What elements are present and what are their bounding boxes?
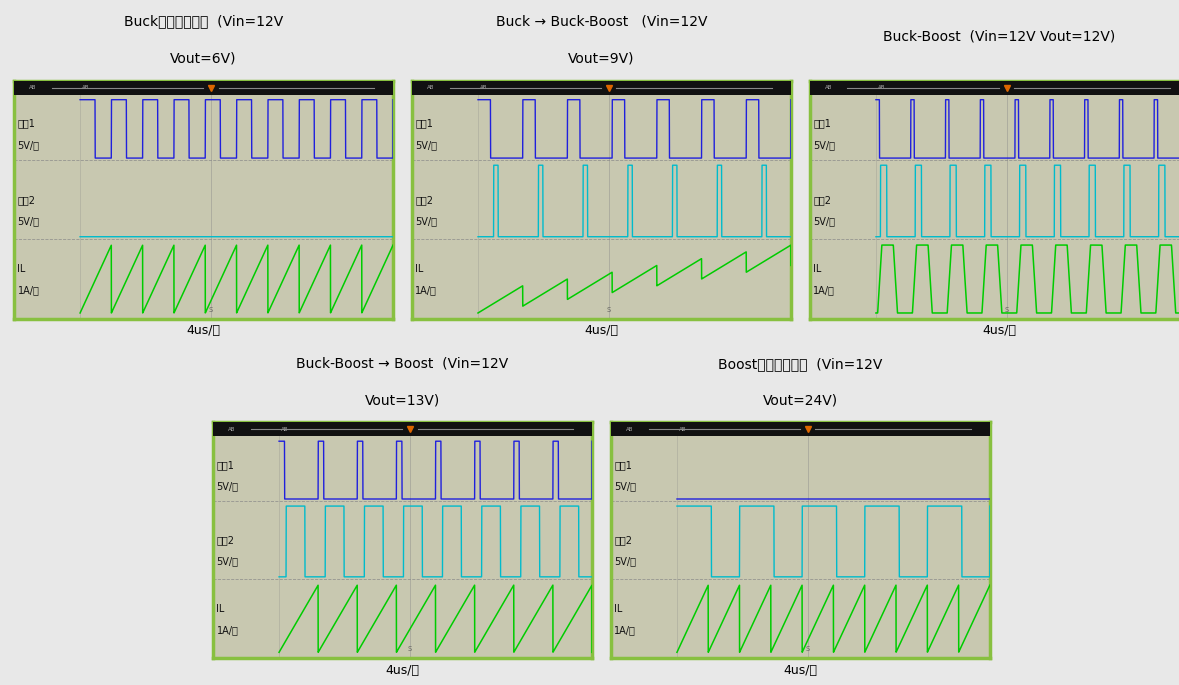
Text: s: s bbox=[209, 305, 213, 314]
Text: Boost模式工作波形  (Vin=12V: Boost模式工作波形 (Vin=12V bbox=[718, 357, 882, 371]
Text: IL: IL bbox=[18, 264, 26, 274]
Text: 下管2: 下管2 bbox=[415, 195, 434, 205]
Text: 1A/格: 1A/格 bbox=[18, 286, 39, 295]
Text: 1A/格: 1A/格 bbox=[415, 286, 437, 295]
Text: Vout=24V): Vout=24V) bbox=[763, 393, 838, 408]
Text: AB: AB bbox=[28, 85, 37, 90]
Text: 下管2: 下管2 bbox=[217, 535, 235, 545]
Text: 1A/格: 1A/格 bbox=[217, 625, 238, 635]
Text: AB: AB bbox=[878, 85, 885, 90]
Text: 下管1: 下管1 bbox=[217, 460, 235, 470]
Text: 下管1: 下管1 bbox=[614, 460, 632, 470]
Text: 4us/格: 4us/格 bbox=[386, 664, 420, 677]
Text: 4us/格: 4us/格 bbox=[783, 664, 817, 677]
Text: 下管1: 下管1 bbox=[814, 119, 831, 129]
Text: 5V/格: 5V/格 bbox=[415, 216, 437, 226]
Text: 下管2: 下管2 bbox=[814, 195, 831, 205]
Text: Vout=9V): Vout=9V) bbox=[568, 51, 634, 66]
Text: 下管2: 下管2 bbox=[614, 535, 632, 545]
Bar bbox=[14, 81, 393, 95]
Text: Buck-Boost  (Vin=12V Vout=12V): Buck-Boost (Vin=12V Vout=12V) bbox=[883, 29, 1115, 43]
Text: Buck-Boost → Boost  (Vin=12V: Buck-Boost → Boost (Vin=12V bbox=[296, 357, 508, 371]
Text: Buck → Buck-Boost   (Vin=12V: Buck → Buck-Boost (Vin=12V bbox=[495, 14, 707, 29]
Text: s: s bbox=[1005, 305, 1009, 314]
Text: AB: AB bbox=[83, 85, 90, 90]
Text: IL: IL bbox=[814, 264, 822, 274]
Text: IL: IL bbox=[217, 603, 225, 614]
Bar bbox=[411, 81, 791, 95]
Text: 下管1: 下管1 bbox=[18, 119, 35, 129]
Text: AB: AB bbox=[480, 85, 487, 90]
Text: 4us/格: 4us/格 bbox=[982, 325, 1016, 338]
Text: Vout=6V): Vout=6V) bbox=[170, 51, 237, 66]
Text: 1A/格: 1A/格 bbox=[814, 286, 835, 295]
Text: 5V/格: 5V/格 bbox=[18, 140, 40, 150]
Text: s: s bbox=[805, 645, 810, 653]
Text: IL: IL bbox=[415, 264, 423, 274]
Text: 5V/格: 5V/格 bbox=[814, 216, 836, 226]
Text: 5V/格: 5V/格 bbox=[18, 216, 40, 226]
Bar bbox=[810, 81, 1179, 95]
Bar bbox=[611, 423, 990, 436]
Text: 下管1: 下管1 bbox=[415, 119, 434, 129]
Text: 下管2: 下管2 bbox=[18, 195, 35, 205]
Text: 4us/格: 4us/格 bbox=[186, 325, 220, 338]
Text: AB: AB bbox=[281, 427, 289, 432]
Text: 5V/格: 5V/格 bbox=[614, 556, 637, 566]
Text: 5V/格: 5V/格 bbox=[614, 481, 637, 491]
Text: 1A/格: 1A/格 bbox=[614, 625, 637, 635]
Text: Buck模式工作波形  (Vin=12V: Buck模式工作波形 (Vin=12V bbox=[124, 14, 283, 29]
Text: s: s bbox=[607, 305, 611, 314]
Text: AB: AB bbox=[679, 427, 686, 432]
Bar bbox=[212, 423, 592, 436]
Text: 5V/格: 5V/格 bbox=[217, 481, 238, 491]
Text: AB: AB bbox=[427, 85, 434, 90]
Text: 5V/格: 5V/格 bbox=[217, 556, 238, 566]
Text: Vout=13V): Vout=13V) bbox=[364, 393, 440, 408]
Text: 5V/格: 5V/格 bbox=[814, 140, 836, 150]
Text: IL: IL bbox=[614, 603, 623, 614]
Text: 5V/格: 5V/格 bbox=[415, 140, 437, 150]
Text: 4us/格: 4us/格 bbox=[585, 325, 618, 338]
Text: AB: AB bbox=[824, 85, 832, 90]
Text: AB: AB bbox=[626, 427, 633, 432]
Text: AB: AB bbox=[228, 427, 236, 432]
Text: s: s bbox=[408, 645, 413, 653]
